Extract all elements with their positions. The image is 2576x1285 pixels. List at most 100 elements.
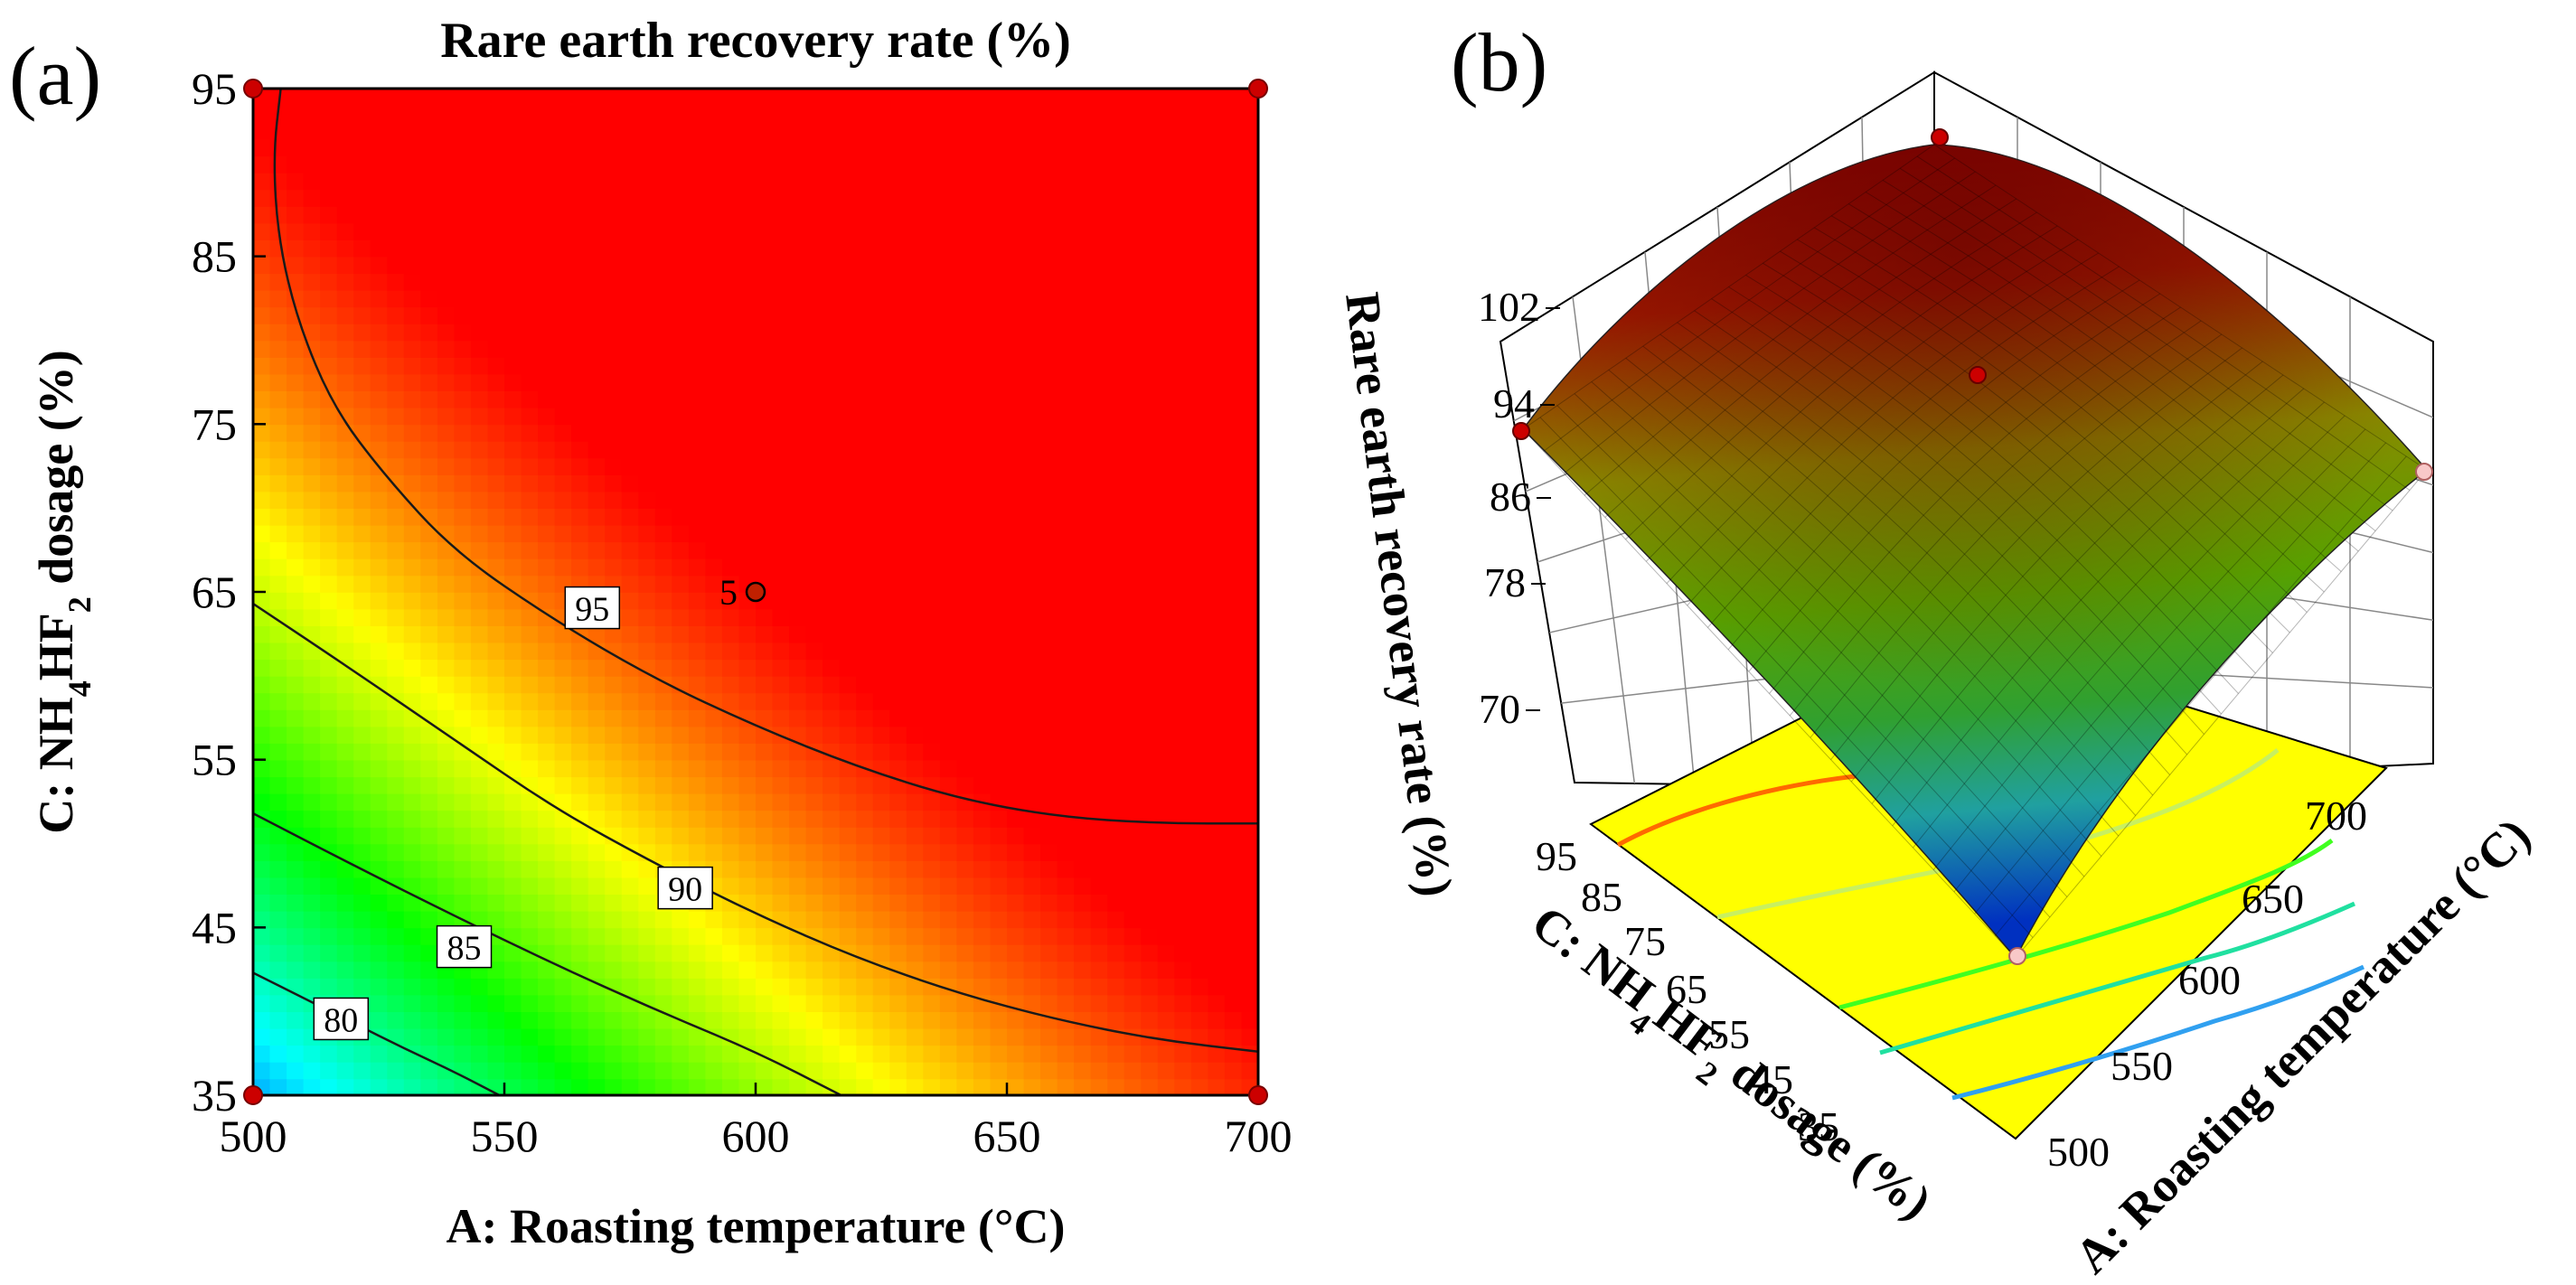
heatmap-cell — [605, 424, 623, 442]
heatmap-cell — [1107, 877, 1125, 895]
heatmap-cell — [370, 877, 388, 895]
heatmap-cell — [1057, 407, 1075, 426]
heatmap-cell — [269, 1027, 287, 1046]
heatmap-cell — [470, 826, 489, 845]
heatmap-cell — [923, 592, 941, 610]
heatmap-cell — [721, 206, 740, 224]
heatmap-cell — [1057, 743, 1075, 761]
heatmap-cell — [1123, 524, 1142, 543]
heatmap-cell — [906, 273, 925, 291]
heatmap-cell — [1224, 692, 1243, 710]
heatmap-cell — [336, 340, 354, 358]
heatmap-cell — [638, 675, 656, 694]
heatmap-cell — [990, 289, 1008, 308]
heatmap-cell — [370, 373, 388, 391]
heatmap-cell — [1157, 1061, 1176, 1080]
heatmap-cell — [1157, 592, 1176, 610]
heatmap-cell — [320, 877, 338, 895]
heatmap-cell — [1107, 155, 1125, 174]
heatmap-cell — [353, 122, 371, 140]
heatmap-cell — [1208, 943, 1226, 962]
heatmap-cell — [1107, 943, 1125, 962]
heatmap-cell — [923, 474, 941, 492]
surface-mesh-line — [1539, 417, 2034, 938]
heatmap-cell — [856, 306, 874, 324]
heatmap-cell — [521, 390, 539, 408]
heatmap-cell — [939, 726, 958, 744]
heatmap-cell — [756, 424, 774, 442]
heatmap-cell — [1241, 172, 1258, 191]
heatmap-cell — [269, 306, 287, 324]
heatmap-cell — [303, 961, 321, 979]
heatmap-cell — [470, 340, 489, 358]
heatmap-cell — [1123, 592, 1142, 610]
heatmap-cell — [287, 373, 305, 391]
heatmap-cell — [420, 340, 438, 358]
heatmap-cell — [906, 206, 925, 224]
heatmap-cell — [1023, 659, 1041, 677]
heatmap-cell — [1123, 994, 1142, 1012]
heatmap-cell — [571, 138, 589, 157]
heatmap-cell — [403, 289, 422, 308]
heatmap-cell — [605, 89, 623, 107]
heatmap-cell — [571, 743, 589, 761]
heatmap-cell — [672, 575, 690, 593]
heatmap-cell — [705, 1045, 723, 1063]
heatmap-cell — [621, 1027, 639, 1046]
heatmap-cell — [939, 541, 958, 559]
heatmap-cell — [956, 357, 974, 375]
heatmap-cell — [906, 927, 925, 945]
heatmap-cell — [1107, 524, 1125, 543]
heatmap-cell — [437, 357, 456, 375]
heatmap-cell — [1123, 105, 1142, 123]
heatmap-cell — [789, 189, 807, 207]
heatmap-cell — [1040, 659, 1058, 677]
heatmap-cell — [1174, 692, 1192, 710]
heatmap-cell — [387, 122, 405, 140]
heatmap-cell — [638, 256, 656, 275]
heatmap-cell — [1157, 424, 1176, 442]
heatmap-cell — [588, 793, 606, 811]
heatmap-cell — [588, 860, 606, 878]
heatmap-cell — [973, 558, 992, 577]
heatmap-cell — [353, 675, 371, 694]
heatmap-cell — [1208, 810, 1226, 828]
heatmap-cell — [1208, 625, 1226, 643]
heatmap-cell — [1057, 206, 1075, 224]
heatmap-cell — [470, 1027, 489, 1046]
heatmap-cell — [1023, 189, 1041, 207]
heatmap-cell — [504, 793, 522, 811]
heatmap-cell — [588, 541, 606, 559]
heatmap-cell — [956, 340, 974, 358]
heatmap-cell — [1174, 122, 1192, 140]
heatmap-cell — [1074, 625, 1092, 643]
heatmap-cell — [420, 776, 438, 794]
heatmap-cell — [470, 424, 489, 442]
heatmap-cell — [638, 474, 656, 492]
heatmap-cell — [487, 407, 505, 426]
surface-mesh-line — [1789, 320, 2202, 717]
heatmap-cell — [571, 189, 589, 207]
heatmap-cell — [1174, 1078, 1192, 1095]
heatmap-cell — [303, 894, 321, 912]
heatmap-cell — [872, 105, 890, 123]
heatmap-cell — [856, 843, 874, 861]
heatmap-cell — [688, 1045, 707, 1063]
heatmap-cell — [789, 575, 807, 593]
heatmap-cell — [320, 138, 338, 157]
heatmap-cell — [823, 440, 841, 459]
heatmap-cell — [320, 407, 338, 426]
heatmap-cell — [956, 122, 974, 140]
heatmap-cell — [353, 541, 371, 559]
heatmap-cell — [1107, 189, 1125, 207]
heatmap-cell — [839, 508, 857, 526]
heatmap-cell — [1007, 138, 1025, 157]
heatmap-cell — [1074, 642, 1092, 661]
heatmap-cell — [269, 440, 287, 459]
heatmap-cell — [370, 927, 388, 945]
heatmap-cell — [1107, 206, 1125, 224]
heatmap-cell — [370, 793, 388, 811]
heatmap-cell — [420, 474, 438, 492]
heatmap-cell — [654, 340, 673, 358]
heatmap-cell — [705, 1061, 723, 1080]
